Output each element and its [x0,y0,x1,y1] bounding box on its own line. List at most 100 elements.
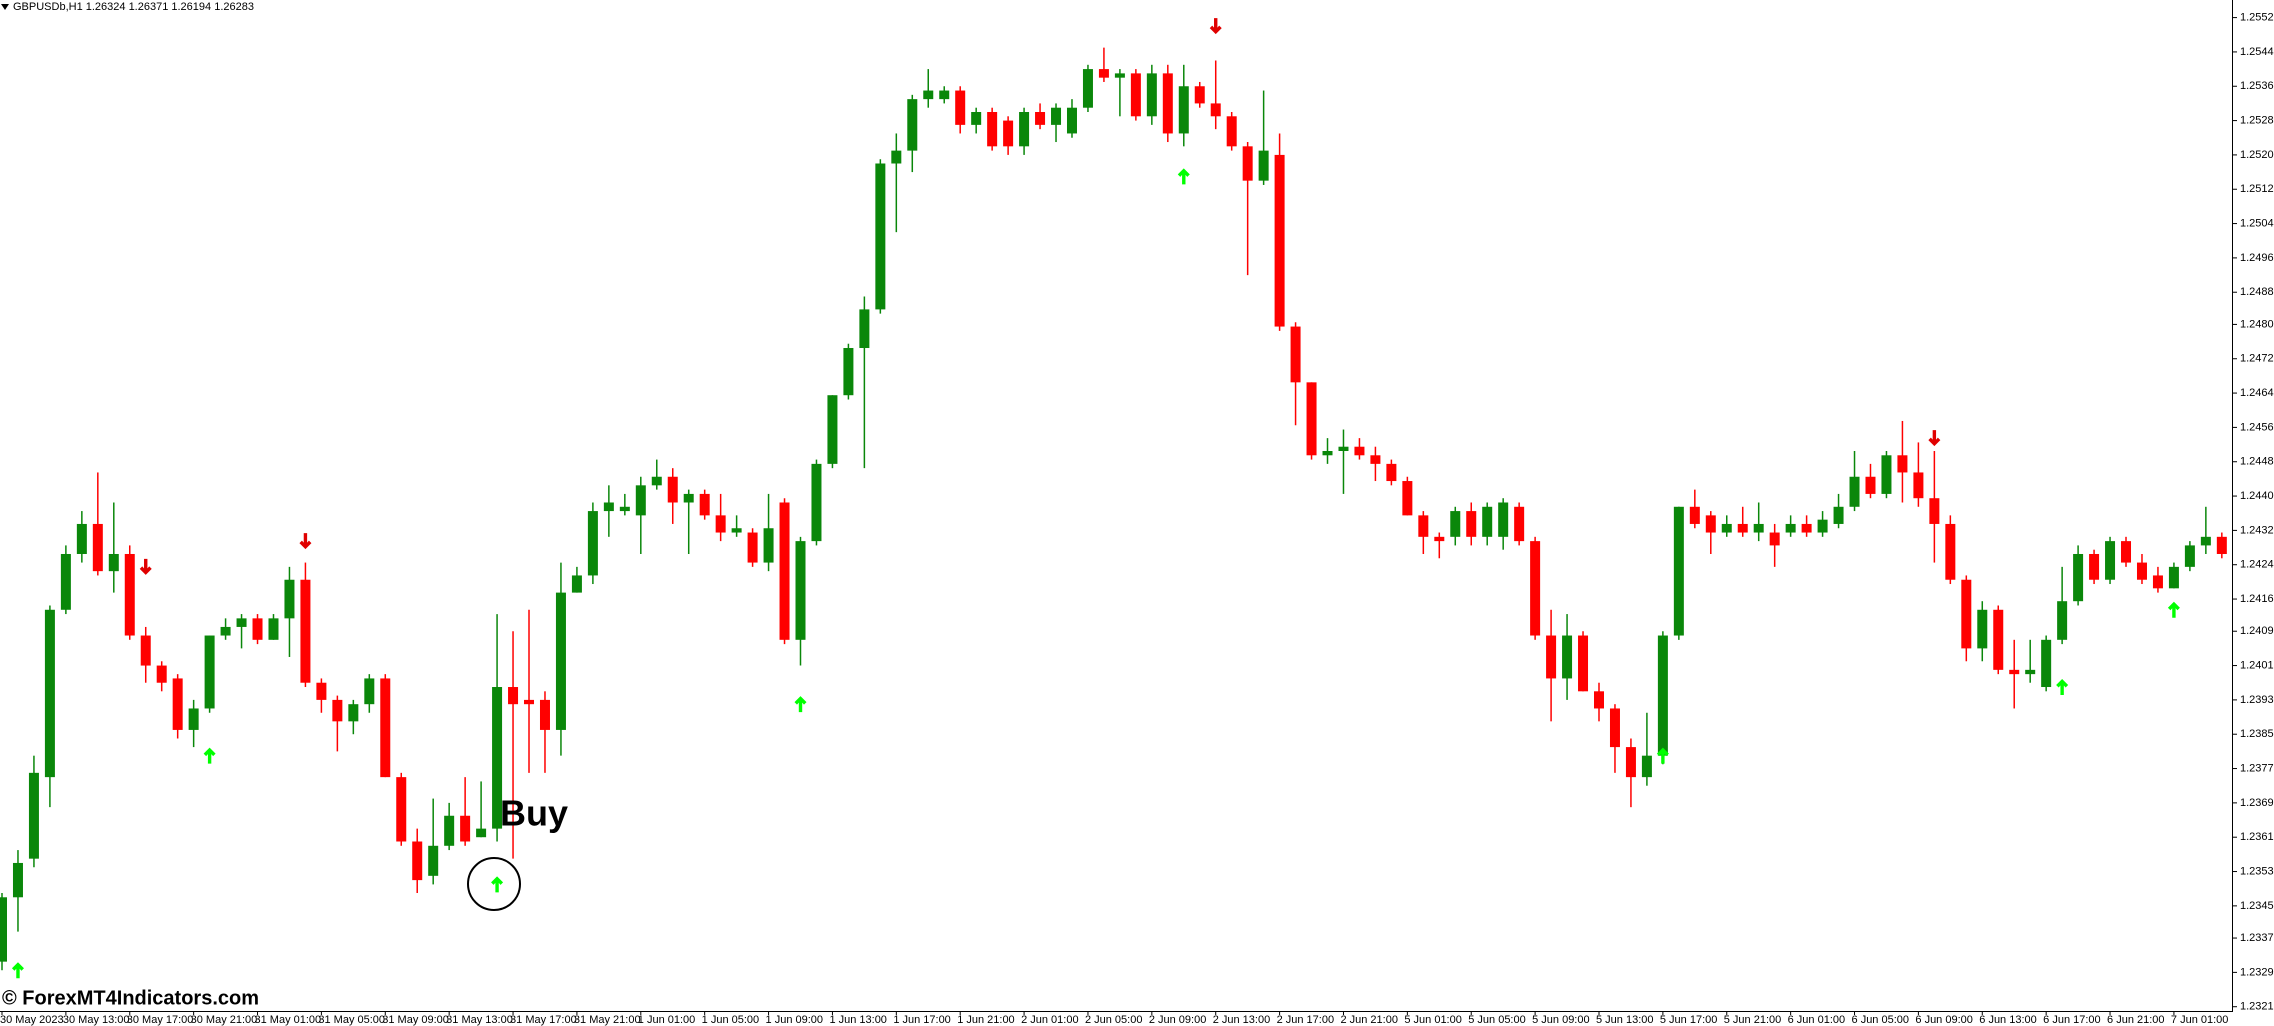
candle-body [1035,111,1046,125]
y-tick-label: 1.24325 [2240,524,2274,536]
candle-body [1594,691,1604,709]
sell-arrow [299,533,312,550]
candle-body [1753,523,1764,533]
candle-body [332,699,343,722]
x-tick-label: 31 May 05:00 [318,1014,385,1026]
y-tick-label: 1.23690 [2240,797,2274,809]
x-tick-label: 2 Jun 13:00 [1213,1014,1271,1026]
x-tick-label: 6 Jun 05:00 [1852,1014,1910,1026]
candle-body [1641,755,1652,778]
candle-body [811,463,822,542]
candle-body [987,111,998,147]
y-tick-label: 1.23375 [2240,932,2274,944]
candle-body [1098,69,1109,78]
candle-body [1562,635,1573,679]
candle-body [1258,150,1269,181]
y-tick-label: 1.25520 [2240,12,2274,24]
candle-body [2168,566,2179,589]
y-tick-label: 1.24565 [2240,421,2274,433]
candle-body [524,699,535,705]
candle-body [779,502,790,640]
candle-body [1721,523,1732,533]
candle-body [971,111,982,125]
y-tick-label: 1.25200 [2240,149,2274,161]
candle-body [1338,446,1349,452]
candle-body [939,90,950,100]
x-tick-label: 30 May 21:00 [191,1014,258,1026]
candle-body [1226,116,1237,147]
candle-body [923,90,934,100]
buy-arrow [491,876,504,893]
candle-body [1114,73,1125,78]
x-tick-label: 1 Jun 13:00 [829,1014,887,1026]
candle-body [92,523,103,572]
candle-body [907,99,918,151]
y-tick-label: 1.24405 [2240,490,2274,502]
x-tick-label: 1 Jun 21:00 [957,1014,1015,1026]
candle-body [284,579,295,619]
buy-arrow [203,747,216,764]
candle-body [651,476,662,486]
candle-body [2009,669,2020,675]
candle-body [0,897,7,962]
candle-body [348,704,359,722]
candle-body [555,592,566,730]
x-tick-label: 5 Jun 09:00 [1532,1014,1590,1026]
signal-circle [467,857,521,911]
candle-body [2041,639,2052,688]
x-tick-label: 2 Jun 21:00 [1340,1014,1398,1026]
x-tick-label: 31 May 13:00 [446,1014,513,1026]
candle-body [220,626,231,636]
candle-body [1402,481,1413,516]
x-tick-label: 6 Jun 09:00 [1915,1014,1973,1026]
candle-body [1019,111,1030,147]
y-tick-label: 1.23610 [2240,831,2274,843]
candle-body [1817,519,1828,533]
buy-arrow [1177,168,1190,185]
candle-body [891,150,902,164]
buy-arrow [11,962,24,979]
x-tick-label: 31 May 09:00 [382,1014,449,1026]
candle-body [843,348,854,396]
sell-arrow [139,558,152,575]
candle-body [1418,515,1429,537]
candle-body [1482,506,1493,537]
watermark: © ForexMT4Indicators.com [2,987,259,1009]
candle-body [2184,545,2195,567]
candle-body [1881,455,1892,494]
candle-body [1066,107,1077,134]
candle-body [1290,326,1301,383]
candle-body [747,532,758,563]
candle-body [859,309,870,349]
x-tick-label: 2 Jun 05:00 [1085,1014,1143,1026]
candle-body [1306,382,1317,456]
x-tick-label: 6 Jun 13:00 [1979,1014,2037,1026]
candle-body [603,502,614,512]
x-tick-label: 1 Jun 17:00 [893,1014,951,1026]
candle-body [1913,472,1924,499]
candle-body [1769,532,1780,546]
y-tick-label: 1.24090 [2240,625,2274,637]
candle-body [2121,541,2132,563]
candle-body [1865,476,1876,494]
candle-body [1450,511,1461,537]
candle-body [1689,506,1700,524]
candle-body [2089,553,2100,580]
candle-body [76,523,87,554]
candle-body [2216,536,2227,554]
y-tick-label: 1.23295 [2240,966,2274,978]
candle-body [619,506,630,512]
candle-body [1274,154,1285,327]
y-tick-label: 1.23450 [2240,900,2274,912]
x-tick-label: 5 Jun 13:00 [1596,1014,1654,1026]
candle-body [955,90,966,125]
candle-body [1498,502,1509,537]
candle-body [1370,455,1381,464]
candle-body [236,618,247,627]
y-tick-label: 1.23770 [2240,762,2274,774]
y-tick-label: 1.24485 [2240,456,2274,468]
candle-body [300,579,311,683]
candle-body [428,845,439,876]
candle-body [731,528,742,533]
candle-body [204,635,215,709]
